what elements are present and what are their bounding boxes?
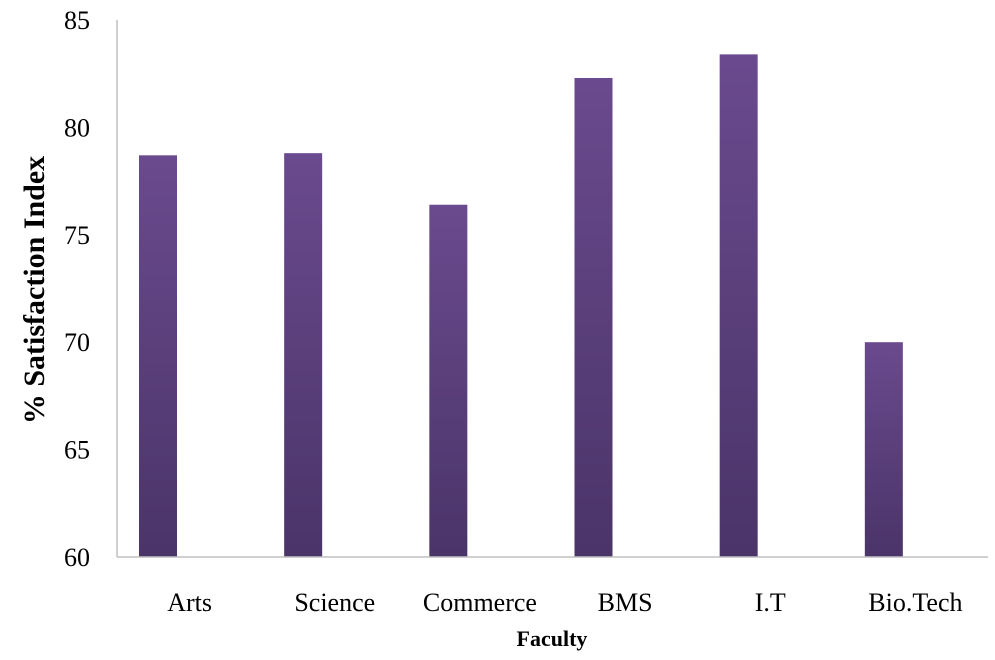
bar bbox=[429, 205, 467, 557]
x-tick-label: Commerce bbox=[423, 588, 537, 617]
plot-area bbox=[139, 54, 903, 557]
bar bbox=[720, 54, 758, 557]
y-tick-labels: 60 65 70 75 80 85 bbox=[64, 6, 90, 572]
x-tick-label: Science bbox=[294, 588, 375, 617]
bar bbox=[284, 153, 322, 557]
x-tick-label: Arts bbox=[167, 588, 212, 617]
x-axis-title: Faculty bbox=[517, 626, 588, 651]
y-tick-label: 85 bbox=[64, 6, 90, 35]
x-tick-label: I.T bbox=[755, 588, 786, 617]
x-tick-label: Bio.Tech bbox=[868, 588, 962, 617]
bar bbox=[139, 155, 177, 557]
y-axis-title: % Satisfaction Index bbox=[18, 156, 51, 424]
x-tick-label: BMS bbox=[598, 588, 653, 617]
y-tick-label: 80 bbox=[64, 113, 90, 142]
x-tick-labels: Arts Science Commerce BMS I.T Bio.Tech bbox=[167, 588, 962, 617]
bar bbox=[865, 342, 903, 557]
y-tick-label: 60 bbox=[64, 543, 90, 572]
y-tick-label: 75 bbox=[64, 221, 90, 250]
y-tick-label: 70 bbox=[64, 328, 90, 357]
bar bbox=[575, 78, 613, 557]
y-tick-label: 65 bbox=[64, 436, 90, 465]
